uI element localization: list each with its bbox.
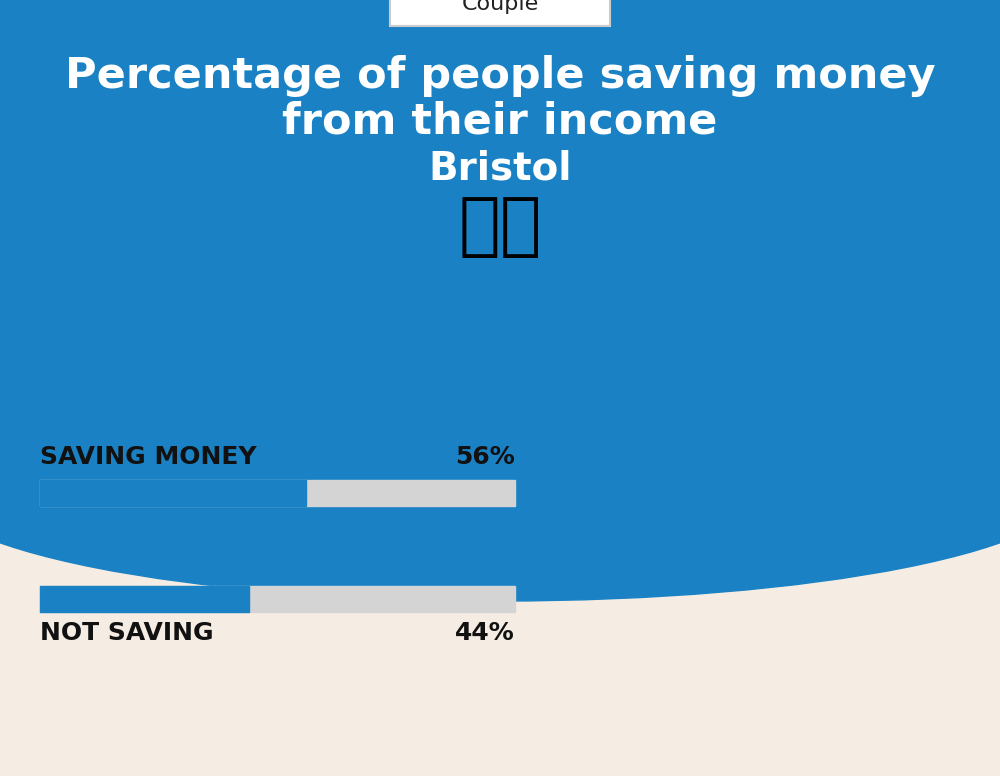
FancyBboxPatch shape — [390, 0, 610, 26]
Bar — [40, 480, 515, 506]
Text: NOT SAVING: NOT SAVING — [40, 621, 214, 645]
Text: Couple: Couple — [461, 0, 539, 14]
Ellipse shape — [0, 371, 1000, 601]
Text: Percentage of people saving money: Percentage of people saving money — [65, 55, 935, 97]
Bar — [40, 586, 515, 612]
Bar — [40, 480, 306, 506]
Text: 🇺🇸: 🇺🇸 — [458, 192, 542, 259]
Text: 56%: 56% — [455, 445, 515, 469]
Text: from their income: from their income — [282, 100, 718, 142]
Text: Bristol: Bristol — [428, 150, 572, 188]
Bar — [0, 0, 1000, 486]
Text: 44%: 44% — [455, 621, 515, 645]
Text: SAVING MONEY: SAVING MONEY — [40, 445, 257, 469]
Bar — [40, 586, 249, 612]
